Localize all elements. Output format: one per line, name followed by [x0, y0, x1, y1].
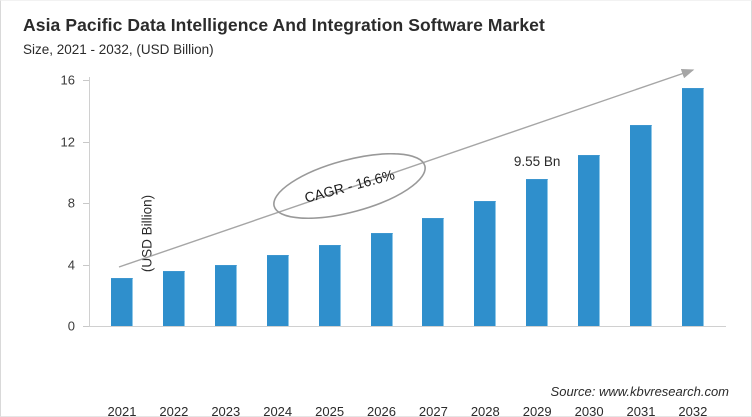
bar-2032[interactable]: [681, 87, 704, 326]
y-tick-mark: [83, 326, 89, 327]
y-tick-mark: [83, 264, 89, 266]
bar-2025[interactable]: [318, 245, 341, 326]
bar-2031[interactable]: [630, 124, 652, 326]
bar-2024[interactable]: [266, 255, 289, 326]
y-tick-mark: [83, 141, 89, 143]
bar-2027[interactable]: [422, 218, 445, 326]
bar-2021[interactable]: [111, 277, 133, 326]
x-tick-label-2027: 2027: [418, 404, 448, 417]
y-tick-mark: [83, 203, 89, 204]
y-tick-label: 8: [67, 195, 75, 211]
y-tick-label: 16: [60, 72, 75, 88]
page-title: Asia Pacific Data Intelligence And Integ…: [23, 15, 545, 35]
x-tick-label-2025: 2025: [315, 404, 345, 417]
bar-2023[interactable]: [214, 264, 237, 326]
x-tick-label-2031: 2031: [626, 404, 656, 417]
x-tick-label-2022: 2022: [159, 404, 189, 417]
cagr-callout: CAGR - 16.6%: [269, 152, 430, 220]
x-tick-label-2026: 2026: [367, 404, 396, 417]
bar-2022[interactable]: [162, 271, 185, 326]
x-tick-label-2023: 2023: [211, 404, 241, 417]
x-tick-label-2030: 2030: [574, 404, 604, 417]
y-tick-label: 0: [67, 318, 75, 334]
y-axis-title: (USD Billion): [139, 194, 155, 273]
page-subtitle: Size, 2021 - 2032, (USD Billion): [23, 42, 214, 57]
x-tick-label-2021: 2021: [107, 404, 137, 417]
x-tick-label-2029: 2029: [522, 404, 552, 417]
bar-2029[interactable]: [526, 179, 549, 326]
x-tick-label-2024: 2024: [263, 404, 293, 417]
data-label-2029: 9.55 Bn: [513, 154, 561, 170]
bar-2030[interactable]: [578, 154, 601, 326]
bar-2028[interactable]: [474, 200, 497, 326]
cagr-ellipse-icon: [273, 152, 426, 220]
x-axis-line: [89, 326, 726, 327]
y-tick-mark: [83, 80, 89, 81]
x-tick-label-2028: 2028: [470, 404, 500, 417]
bar-2026[interactable]: [370, 232, 393, 326]
x-tick-label-2032: 2032: [678, 404, 708, 417]
y-axis-line: [89, 77, 90, 327]
y-tick-label: 4: [67, 257, 75, 272]
source-note: Source: www.kbvresearch.com: [550, 384, 729, 399]
y-tick-label: 12: [60, 134, 75, 149]
